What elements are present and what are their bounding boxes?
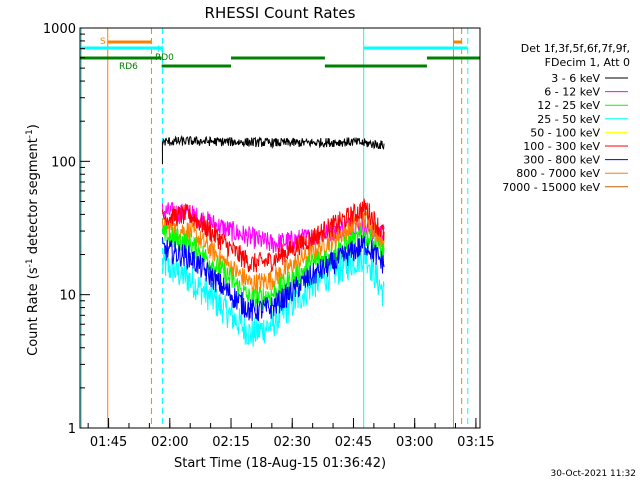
y-tick-label-0: 1 [68,422,76,437]
x-tick-label-4: 02:45 [335,435,372,450]
legend-label-6: 300 - 800 keV [523,154,600,167]
y-axis: 1 10 100 1000 [43,22,90,437]
rd0-label: RD0 [155,53,174,63]
x-tick-label-6: 03:15 [457,435,494,450]
legend-label-2: 12 - 25 keV [537,99,600,112]
legend-label-5: 100 - 300 keV [523,140,600,153]
legend-header-line-1: Det 1f,3f,5f,6f,7f,9f, [521,42,630,55]
legend-label-8: 7000 - 15000 keV [502,181,600,194]
series-line-800-7000keV [161,210,385,294]
x-tick-label-0: 01:45 [90,435,127,450]
y-tick-label-2: 100 [51,155,76,170]
legend-label-0: 3 - 6 keV [551,72,600,85]
y-axis-label: Count Rate (s-1 detector segment-1) [25,124,41,356]
y-tick-label-3: 1000 [43,22,76,37]
series-line-3-6keV [161,134,385,165]
x-axis-label: Start Time (18-Aug-15 01:36:42) [174,456,386,471]
rd6-label: RD6 [119,62,138,72]
night-label: N [157,45,164,55]
series-line-12-25keV [161,224,385,312]
saa-label: S [100,37,106,47]
legend-label-7: 800 - 7000 keV [516,167,600,180]
legend-label-1: 6 - 12 keV [544,86,600,99]
legend-label-4: 50 - 100 keV [530,126,600,139]
legend-header-line-2: FDecim 1, Att 0 [545,56,630,69]
legend-label-3: 25 - 50 keV [537,113,600,126]
date-stamp: 30-Oct-2021 11:32 [551,469,636,479]
x-tick-label-3: 02:30 [274,435,311,450]
series-line-100-300keV [161,198,385,273]
chart-title: RHESSI Count Rates [205,4,356,22]
legend: Det 1f,3f,5f,6f,7f,9f, FDecim 1, Att 0 3… [502,42,630,194]
x-tick-label-5: 03:00 [396,435,433,450]
plot-frame [79,27,481,429]
x-axis: 01:45 02:00 02:15 02:30 02:45 03:00 03:15 [87,418,495,450]
x-tick-label-1: 02:00 [151,435,188,450]
y-tick-label-1: 10 [59,289,76,304]
x-tick-label-2: 02:15 [212,435,249,450]
series-line-300-800keV [161,235,385,322]
